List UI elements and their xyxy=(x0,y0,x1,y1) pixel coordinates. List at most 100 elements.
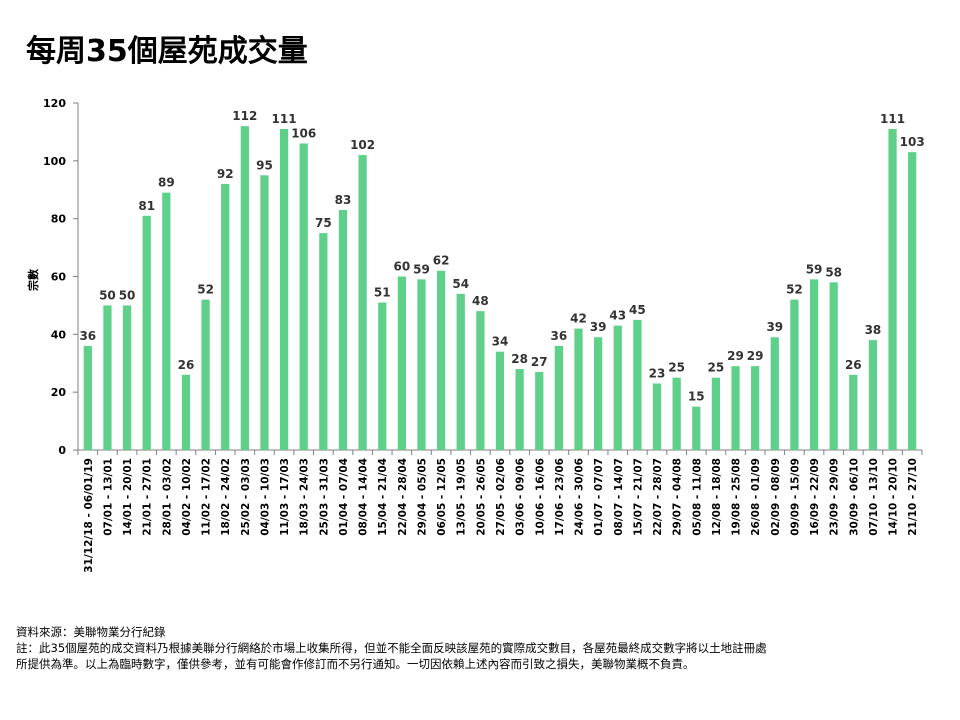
x-tick-label: 11/03 - 17/03 xyxy=(279,458,291,536)
data-label: 92 xyxy=(217,167,234,181)
x-tick-label: 05/08 - 11/08 xyxy=(691,458,703,536)
x-tick-label: 14/10 - 20/10 xyxy=(888,458,900,536)
bar xyxy=(751,366,760,450)
data-label: 103 xyxy=(900,135,925,149)
disclaimer-line-1: 註：此35個屋苑的成交資料乃根據美聯分行網絡於市場上收集所得，但並不能全面反映該… xyxy=(16,641,767,655)
x-tick-label: 30/09 - 06/10 xyxy=(848,458,860,536)
x-tick-label: 22/04 - 28/04 xyxy=(397,458,409,536)
x-tick-label: 02/09 - 08/09 xyxy=(770,458,782,536)
bar xyxy=(358,155,367,451)
bar xyxy=(378,302,387,450)
bar xyxy=(221,183,230,450)
x-tick-label: 17/06 - 23/06 xyxy=(554,458,566,536)
x-tick-label: 12/08 - 18/08 xyxy=(711,458,723,536)
x-tick-label: 11/02 - 17/02 xyxy=(201,458,213,536)
x-tick-label: 07/01 - 13/01 xyxy=(102,458,114,536)
x-tick-label: 29/07 - 04/08 xyxy=(672,458,684,536)
bar xyxy=(476,311,485,450)
data-label: 83 xyxy=(335,193,352,207)
bar xyxy=(201,299,210,450)
data-label: 36 xyxy=(79,329,96,343)
x-tick-label: 04/02 - 10/02 xyxy=(181,458,193,536)
y-tick-label: 120 xyxy=(43,97,66,110)
data-label: 45 xyxy=(629,303,646,317)
bar xyxy=(436,270,446,450)
x-tick-label: 06/05 - 12/05 xyxy=(436,458,448,536)
bar xyxy=(554,345,564,450)
bar xyxy=(535,371,544,450)
data-label: 111 xyxy=(880,112,905,126)
x-tick-label: 28/01 - 03/02 xyxy=(161,458,173,536)
data-label: 50 xyxy=(119,288,136,302)
bar xyxy=(574,328,583,450)
y-tick-label: 100 xyxy=(43,155,66,168)
page-title: 每周35個屋苑成交量 xyxy=(26,34,308,69)
data-label: 60 xyxy=(394,260,411,274)
y-tick-label: 40 xyxy=(51,328,67,341)
data-label: 42 xyxy=(570,312,587,326)
bar xyxy=(417,279,426,450)
y-tick-labels: 0 20 40 60 80 100 120 xyxy=(43,97,66,457)
data-label: 29 xyxy=(747,349,764,363)
bar xyxy=(809,279,819,450)
x-tick-label: 18/02 - 24/02 xyxy=(220,458,232,536)
x-tick-label: 09/09 - 15/09 xyxy=(789,458,801,536)
data-label: 62 xyxy=(433,254,450,268)
footnotes: 資料來源：美聯物業分行紀錄 註：此35個屋苑的成交資料乃根據美聯分行網絡於市場上… xyxy=(16,624,946,672)
bar xyxy=(495,351,505,450)
data-label: 89 xyxy=(158,176,175,190)
y-axis-label-group: 宗數 xyxy=(26,269,40,291)
x-tick-label: 24/06 - 30/06 xyxy=(574,458,586,536)
x-tick-label: 25/02 - 03/03 xyxy=(240,458,252,536)
data-label: 23 xyxy=(649,366,666,380)
bar xyxy=(633,319,642,450)
bar xyxy=(122,305,132,450)
y-tick-label: 20 xyxy=(51,386,67,399)
y-tick-label: 60 xyxy=(51,271,67,284)
x-tick-label: 31/12/18 - 06/01/19 xyxy=(83,458,95,573)
disclaimer-line-2: 所提供為準。以上為臨時數字，僅供參考，並有可能會作修訂而不另行通知。一切因依賴上… xyxy=(16,657,695,671)
bar xyxy=(829,282,838,450)
x-tick-label: 10/06 - 16/06 xyxy=(534,458,546,536)
data-label: 26 xyxy=(845,358,862,372)
x-tick-label: 27/05 - 02/06 xyxy=(495,458,507,536)
x-tick-label: 22/07 - 28/07 xyxy=(652,458,664,536)
x-tick-label: 15/04 - 21/04 xyxy=(377,458,389,536)
data-label: 38 xyxy=(865,323,882,337)
bar xyxy=(652,383,662,450)
y-axis-label: 宗數 xyxy=(26,269,40,291)
data-label: 102 xyxy=(350,138,375,152)
data-label: 58 xyxy=(825,265,842,279)
data-label: 39 xyxy=(766,320,783,334)
x-tick-label: 08/04 - 14/04 xyxy=(358,458,370,536)
data-label: 112 xyxy=(232,109,257,123)
x-tick-label: 03/06 - 09/06 xyxy=(515,458,527,536)
data-label: 59 xyxy=(806,262,823,276)
x-tick-label: 16/09 - 22/09 xyxy=(809,458,821,536)
bar xyxy=(456,293,465,450)
x-tick-label: 04/03 - 10/03 xyxy=(259,458,271,536)
bar xyxy=(515,369,524,450)
x-tick-label: 23/09 - 29/09 xyxy=(829,458,841,536)
y-tick-label: 80 xyxy=(51,213,67,226)
data-label: 50 xyxy=(99,288,116,302)
data-label: 54 xyxy=(452,277,469,291)
x-tick-labels: 31/12/18 - 06/01/19 07/01 - 13/01 14/01 - … xyxy=(83,458,919,573)
bar xyxy=(142,215,151,450)
x-tick-label: 25/03 - 31/03 xyxy=(318,458,330,536)
data-label: 26 xyxy=(178,358,195,372)
data-label: 75 xyxy=(315,216,332,230)
x-tick-label: 15/07 - 21/07 xyxy=(632,458,644,536)
bar xyxy=(790,299,799,450)
bar xyxy=(299,143,308,450)
data-label: 43 xyxy=(609,309,626,323)
bar xyxy=(279,129,289,450)
bar xyxy=(594,337,603,450)
data-label: 81 xyxy=(138,199,155,213)
x-tick-label: 08/07 - 14/07 xyxy=(613,458,625,536)
data-label: 52 xyxy=(786,283,803,297)
x-tick-label: 14/01 - 20/01 xyxy=(122,458,134,536)
bar xyxy=(162,192,171,450)
data-label: 111 xyxy=(272,112,297,126)
